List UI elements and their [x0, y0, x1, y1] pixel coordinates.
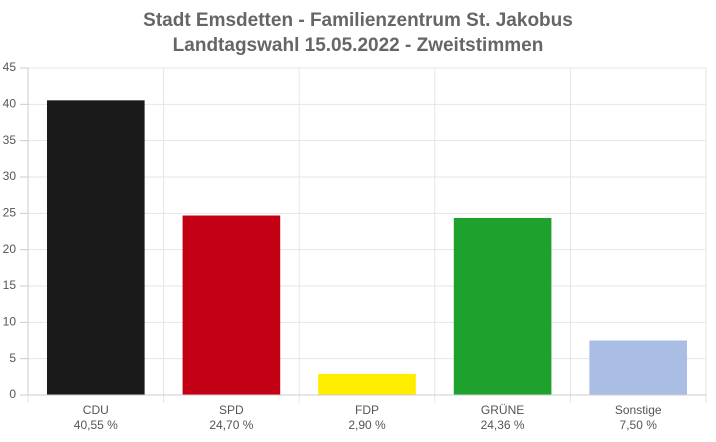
y-tick-label: 40: [3, 97, 17, 111]
x-tick-label: Sonstige: [615, 403, 662, 417]
chart-title: Stadt Emsdetten - Familienzentrum St. Ja…: [143, 10, 573, 31]
y-tick-label: 10: [3, 315, 17, 329]
value-label: 24,36 %: [481, 418, 525, 432]
x-tick-label: CDU: [83, 403, 109, 417]
x-tick-label: FDP: [355, 403, 379, 417]
y-tick-label: 25: [3, 206, 17, 220]
value-label: 40,55 %: [74, 418, 118, 432]
x-tick-label: GRÜNE: [481, 403, 524, 417]
value-label: 2,90 %: [348, 418, 386, 432]
bar: [453, 217, 552, 395]
y-tick-label: 30: [3, 169, 17, 183]
bar: [182, 215, 281, 395]
chart-title: Landtagswahl 15.05.2022 - Zweitstimmen: [173, 35, 544, 56]
y-tick-label: 35: [3, 133, 17, 147]
y-tick-label: 45: [3, 60, 17, 74]
value-label: 7,50 %: [620, 418, 658, 432]
bar: [46, 100, 145, 395]
y-tick-label: 5: [9, 351, 16, 365]
y-tick-label: 0: [9, 387, 16, 401]
y-tick-label: 15: [3, 278, 17, 292]
value-label: 24,70 %: [209, 418, 253, 432]
bar: [589, 340, 688, 395]
bar: [318, 373, 416, 395]
y-tick-label: 20: [3, 242, 17, 256]
x-tick-label: SPD: [219, 403, 244, 417]
